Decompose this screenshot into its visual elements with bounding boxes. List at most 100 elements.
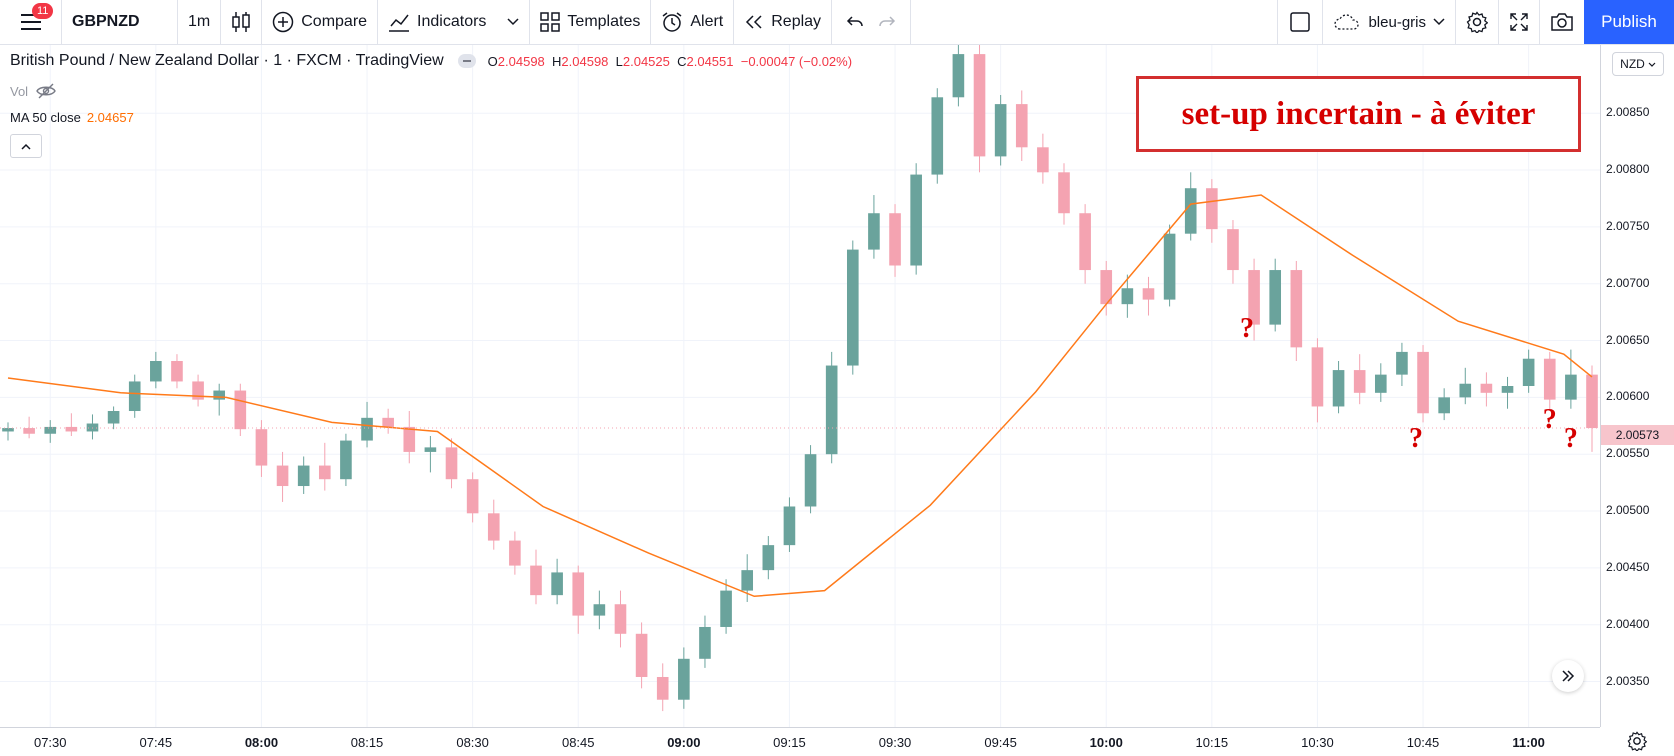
time-tick-label: 08:45 xyxy=(561,735,595,750)
candle-body xyxy=(699,626,711,659)
candle-body xyxy=(1374,374,1387,393)
price-tick-label: 2.00800 xyxy=(1606,162,1650,177)
candle-body xyxy=(762,545,775,571)
candle-body xyxy=(1332,370,1345,407)
interval-button[interactable]: 1m xyxy=(178,0,222,44)
candle-body xyxy=(1079,213,1091,271)
candle-body xyxy=(2,428,14,432)
fullscreen-button[interactable] xyxy=(1499,0,1540,44)
candle-body xyxy=(846,249,859,366)
candle-body xyxy=(1227,229,1239,271)
volume-legend[interactable]: Vol xyxy=(10,83,56,99)
price-tick-label: 2.00400 xyxy=(1606,616,1650,631)
replay-button[interactable]: Replay xyxy=(734,0,833,44)
indicators-button[interactable]: Indicators xyxy=(378,0,531,44)
candle-body xyxy=(1396,351,1408,375)
compare-button[interactable]: Compare xyxy=(262,0,379,44)
templates-button[interactable]: Templates xyxy=(530,0,652,44)
menu-button[interactable]: 11 xyxy=(0,0,62,44)
candle-body xyxy=(1206,188,1218,230)
candle-body xyxy=(1311,347,1324,407)
time-tick-label: 07:30 xyxy=(33,735,67,750)
redo-icon[interactable] xyxy=(878,15,896,29)
question-mark-annotation[interactable]: ? xyxy=(1409,422,1423,454)
chevron-down-icon[interactable] xyxy=(507,18,519,26)
chart-legend: British Pound / New Zealand Dollar · 1 ·… xyxy=(10,52,852,70)
more-options-icon[interactable] xyxy=(457,54,476,68)
candle-body xyxy=(1417,351,1429,414)
compare-label: Compare xyxy=(301,13,368,30)
candle-body xyxy=(1480,383,1493,393)
question-mark-annotation[interactable]: ? xyxy=(1542,404,1557,436)
rewind-icon xyxy=(744,14,764,30)
candle-body xyxy=(868,213,880,250)
layout-name-button[interactable]: bleu-gris xyxy=(1323,0,1456,44)
question-mark-annotation[interactable]: ? xyxy=(1563,422,1578,454)
alert-label: Alert xyxy=(690,13,724,30)
undo-icon[interactable] xyxy=(846,15,864,29)
price-axis[interactable] xyxy=(1600,45,1674,727)
scroll-to-realtime-button[interactable] xyxy=(1552,660,1584,692)
candle-body xyxy=(1163,233,1176,300)
ma-legend[interactable]: MA 50 close 2.04657 xyxy=(10,110,134,125)
currency-label: NZD xyxy=(1620,57,1645,71)
candle-body xyxy=(1184,188,1197,234)
candle-body xyxy=(1586,374,1598,429)
series-title[interactable]: British Pound / New Zealand Dollar · 1 ·… xyxy=(10,52,444,69)
chevron-down-icon xyxy=(1648,62,1656,67)
question-mark-annotation[interactable]: ? xyxy=(1240,313,1255,345)
candle-body xyxy=(1438,397,1450,414)
time-axis[interactable] xyxy=(0,727,1600,756)
currency-button[interactable]: NZD xyxy=(1612,52,1664,76)
price-tick-label: 2.00650 xyxy=(1606,332,1650,347)
select-layout-button[interactable] xyxy=(1277,0,1324,44)
time-tick-label: 08:00 xyxy=(244,735,279,750)
time-tick-label: 09:15 xyxy=(773,735,806,750)
alarm-clock-icon xyxy=(661,11,683,33)
axis-settings-button[interactable] xyxy=(1627,731,1649,753)
collapse-legend-button[interactable] xyxy=(10,134,42,158)
candle-body xyxy=(318,465,331,480)
candle-body xyxy=(192,381,204,400)
replay-label: Replay xyxy=(771,13,822,30)
snapshot-button[interactable] xyxy=(1540,0,1584,44)
candle-body xyxy=(572,572,585,616)
candle-body xyxy=(530,565,542,596)
camera-icon xyxy=(1550,12,1574,32)
chevron-down-icon xyxy=(1433,18,1445,26)
price-chart[interactable] xyxy=(0,45,1600,727)
candle-body xyxy=(1353,370,1366,393)
candle-body xyxy=(150,360,162,382)
annotation-box[interactable]: set-up incertain - à éviter xyxy=(1136,76,1581,152)
settings-button[interactable] xyxy=(1456,0,1499,44)
time-tick-label: 09:45 xyxy=(984,735,1017,750)
chart-type-button[interactable] xyxy=(221,0,263,44)
candle-body xyxy=(994,104,1007,157)
candle-body xyxy=(931,97,944,175)
price-tick-label: 2.00600 xyxy=(1606,389,1650,404)
right-toolbar: bleu-gris xyxy=(1277,0,1584,44)
price-tick-label: 2.00550 xyxy=(1606,446,1650,461)
gear-icon xyxy=(1627,731,1647,751)
ma-value: 2.04657 xyxy=(86,110,134,125)
publish-button[interactable]: Publish xyxy=(1584,0,1674,44)
notification-badge: 11 xyxy=(32,3,54,19)
candle-body xyxy=(804,454,817,507)
symbol-search-button[interactable]: GBPNZD xyxy=(62,0,178,44)
candle-body xyxy=(783,506,796,546)
square-icon xyxy=(1290,12,1311,32)
ohlc-values: O2.04598 H2.04598 L2.04525 C2.04551 −0.0… xyxy=(487,53,853,69)
eye-hidden-icon[interactable] xyxy=(36,83,56,99)
candle-body xyxy=(65,426,78,432)
candle-body xyxy=(213,390,226,400)
templates-label: Templates xyxy=(567,13,641,30)
candle-body xyxy=(1121,288,1134,305)
candle-body xyxy=(1100,270,1113,305)
candle-body xyxy=(128,381,141,412)
candle-body xyxy=(509,540,521,566)
candle-body xyxy=(1501,386,1514,393)
alert-button[interactable]: Alert xyxy=(651,0,735,44)
chevron-up-icon xyxy=(21,143,31,150)
price-tick-label: 2.00450 xyxy=(1606,559,1650,574)
price-tick-label: 2.00850 xyxy=(1606,105,1650,120)
